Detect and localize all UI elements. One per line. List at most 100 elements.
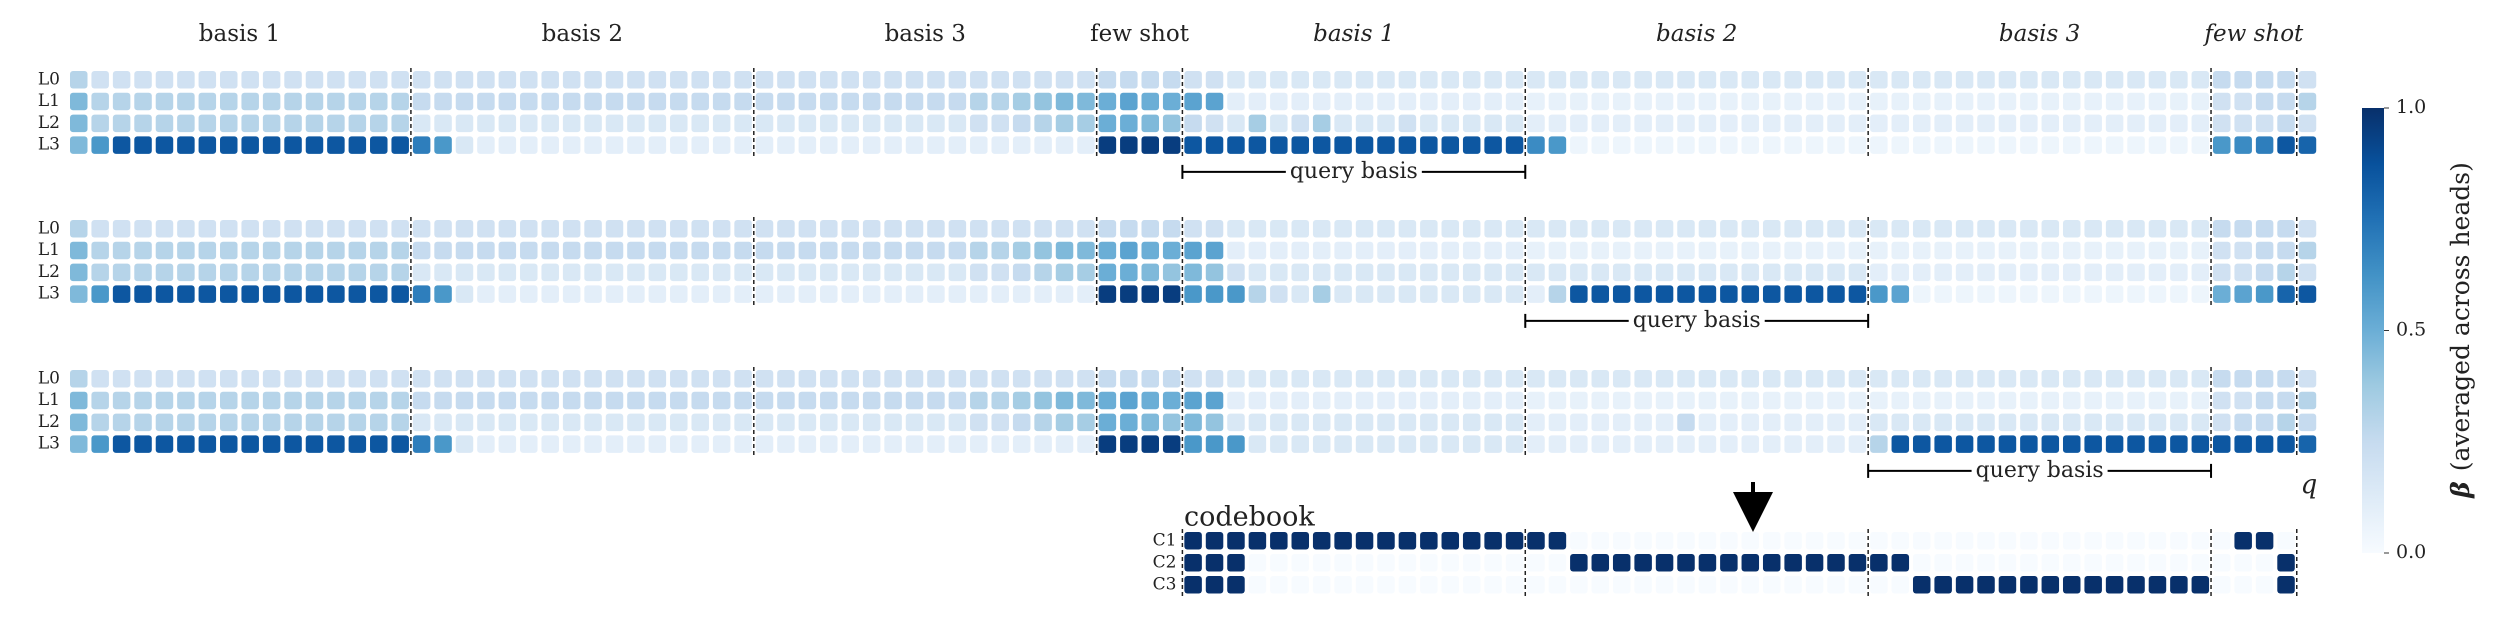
cell xyxy=(412,241,431,260)
cell xyxy=(1827,391,1845,410)
cell xyxy=(1591,71,1610,89)
cell xyxy=(691,263,709,282)
cell xyxy=(1120,71,1138,89)
cell xyxy=(1291,114,1310,133)
codebook-cell xyxy=(1227,576,1245,594)
cell xyxy=(798,285,817,303)
cell xyxy=(1741,136,1760,154)
cell xyxy=(1677,263,1695,282)
codebook-cell xyxy=(1848,554,1867,572)
cell xyxy=(1055,241,1074,260)
cell xyxy=(1720,114,1738,133)
cell xyxy=(1505,413,1524,432)
cell xyxy=(2255,435,2274,453)
codebook-cell xyxy=(1548,532,1567,550)
cell xyxy=(1055,220,1074,238)
cell xyxy=(2084,114,2102,133)
cell xyxy=(2062,370,2081,388)
codebook-cell xyxy=(2020,576,2038,594)
cell xyxy=(1548,71,1567,89)
codebook-cell xyxy=(1677,576,1695,594)
cell xyxy=(1998,285,2017,303)
cell xyxy=(691,370,709,388)
cell xyxy=(1698,92,1717,111)
cell xyxy=(1505,285,1524,303)
cell xyxy=(1077,92,1095,111)
cell xyxy=(1162,92,1181,111)
cell xyxy=(691,114,709,133)
cell xyxy=(1912,114,1931,133)
cell xyxy=(1591,220,1610,238)
cell xyxy=(2127,71,2145,89)
cell xyxy=(1784,220,1802,238)
cell xyxy=(1355,220,1374,238)
cell xyxy=(1334,285,1352,303)
cell xyxy=(2105,92,2124,111)
cell xyxy=(1741,391,1760,410)
cell xyxy=(1955,71,1974,89)
cell xyxy=(1891,92,1910,111)
cell xyxy=(262,285,281,303)
cell xyxy=(1741,263,1760,282)
cell xyxy=(1441,241,1460,260)
cell xyxy=(498,435,517,453)
cell xyxy=(734,220,752,238)
cell xyxy=(627,114,645,133)
cell xyxy=(348,435,367,453)
codebook-cell xyxy=(1291,576,1310,594)
cell xyxy=(2170,114,2188,133)
cell xyxy=(1762,413,1781,432)
cell xyxy=(905,413,924,432)
cell xyxy=(391,114,409,133)
cell xyxy=(627,391,645,410)
cell xyxy=(134,92,152,111)
codebook-cell xyxy=(1420,532,1438,550)
cell xyxy=(412,114,431,133)
codebook-cell xyxy=(1784,532,1802,550)
codebook-cell xyxy=(2041,532,2060,550)
codebook-cell xyxy=(1248,576,1267,594)
cell xyxy=(391,435,409,453)
cell xyxy=(1827,241,1845,260)
cell xyxy=(391,136,409,154)
codebook-cell xyxy=(1355,576,1374,594)
cell xyxy=(2277,114,2295,133)
cell xyxy=(1570,263,1588,282)
cell xyxy=(1227,220,1245,238)
codebook-cell xyxy=(1720,532,1738,550)
cell xyxy=(434,92,452,111)
cell xyxy=(520,92,538,111)
cell xyxy=(1120,220,1138,238)
cell xyxy=(627,413,645,432)
cell xyxy=(177,435,195,453)
cell xyxy=(541,114,559,133)
cell xyxy=(198,413,217,432)
cell xyxy=(712,391,731,410)
codebook-cell xyxy=(1891,532,1910,550)
cell xyxy=(2084,71,2102,89)
cell xyxy=(670,71,688,89)
cell xyxy=(884,413,902,432)
cell xyxy=(520,285,538,303)
cell xyxy=(2062,136,2081,154)
codebook-cell xyxy=(1848,532,1867,550)
cell xyxy=(1184,114,1202,133)
cell xyxy=(370,220,388,238)
cell xyxy=(70,71,88,89)
cell xyxy=(91,370,109,388)
cell xyxy=(2277,92,2295,111)
cell xyxy=(2191,391,2210,410)
cell xyxy=(284,71,302,89)
cell xyxy=(112,285,131,303)
codebook-cell xyxy=(1591,532,1610,550)
cell xyxy=(1612,71,1631,89)
cell xyxy=(1977,136,1995,154)
codebook-cell xyxy=(1570,576,1588,594)
cell xyxy=(2105,114,2124,133)
cell xyxy=(1612,413,1631,432)
group-label: basis 1 xyxy=(199,21,280,47)
cell xyxy=(1334,71,1352,89)
cell xyxy=(1441,92,1460,111)
codebook-row-label: C1 xyxy=(1153,530,1177,550)
cell xyxy=(1527,241,1545,260)
